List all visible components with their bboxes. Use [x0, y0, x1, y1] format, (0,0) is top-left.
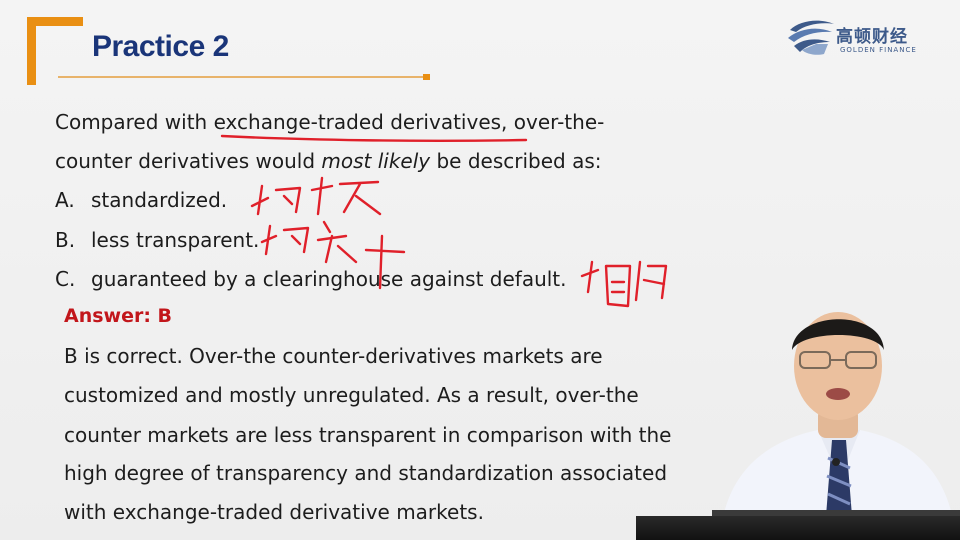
question-line-1-suffix: , over-the- [501, 110, 605, 134]
answer-label: Answer: B [64, 305, 173, 327]
podium [636, 516, 960, 540]
ink-scribble-c [580, 260, 668, 308]
explanation-line: B is correct. Over-the counter-derivativ… [64, 344, 603, 368]
logo-english-text: GOLDEN FINANCE [840, 46, 917, 54]
ink-scribble-a [250, 176, 382, 216]
option-a: A. standardized. [55, 188, 227, 212]
question-line-2-prefix: counter derivatives would [55, 149, 322, 173]
golden-finance-logo-icon [788, 20, 834, 55]
option-letter: C. [55, 267, 76, 291]
question-line-1-prefix: Compared with [55, 110, 214, 134]
ink-underline [220, 134, 528, 142]
question-emphasis: most likely [321, 149, 431, 173]
option-b: B. less transparent. [55, 228, 259, 252]
explanation-line: with exchange-traded derivative markets. [64, 500, 484, 524]
option-letter: B. [55, 228, 76, 252]
podium-top [712, 510, 960, 518]
explanation-line: customized and mostly unregulated. As a … [64, 383, 639, 407]
question-line-2: counter derivatives would most likely be… [55, 149, 602, 173]
option-text: standardized. [91, 188, 228, 212]
question-underlined-term: exchange-traded derivatives [213, 110, 502, 134]
question-line-2-suffix: be described as: [430, 149, 602, 173]
option-text: guaranteed by a clearinghouse against de… [91, 267, 567, 291]
option-c: C. guaranteed by a clearinghouse against … [55, 267, 567, 291]
logo-chinese-text: 高顿财经 [836, 27, 908, 47]
golden-finance-logo: 高顿财经 GOLDEN FINANCE [786, 16, 936, 60]
explanation-line: counter markets are less transparent in … [64, 423, 672, 447]
title-underline-dot [423, 74, 430, 80]
option-letter: A. [55, 188, 75, 212]
title-bracket-decoration [27, 17, 83, 85]
title-underline [58, 76, 426, 78]
slide-title: Practice 2 [92, 30, 229, 63]
presenter-image [720, 312, 956, 540]
question-line-1: Compared with exchange-traded derivative… [55, 110, 604, 134]
option-text: less transparent. [91, 228, 260, 252]
explanation-line: high degree of transparency and standard… [64, 461, 668, 485]
